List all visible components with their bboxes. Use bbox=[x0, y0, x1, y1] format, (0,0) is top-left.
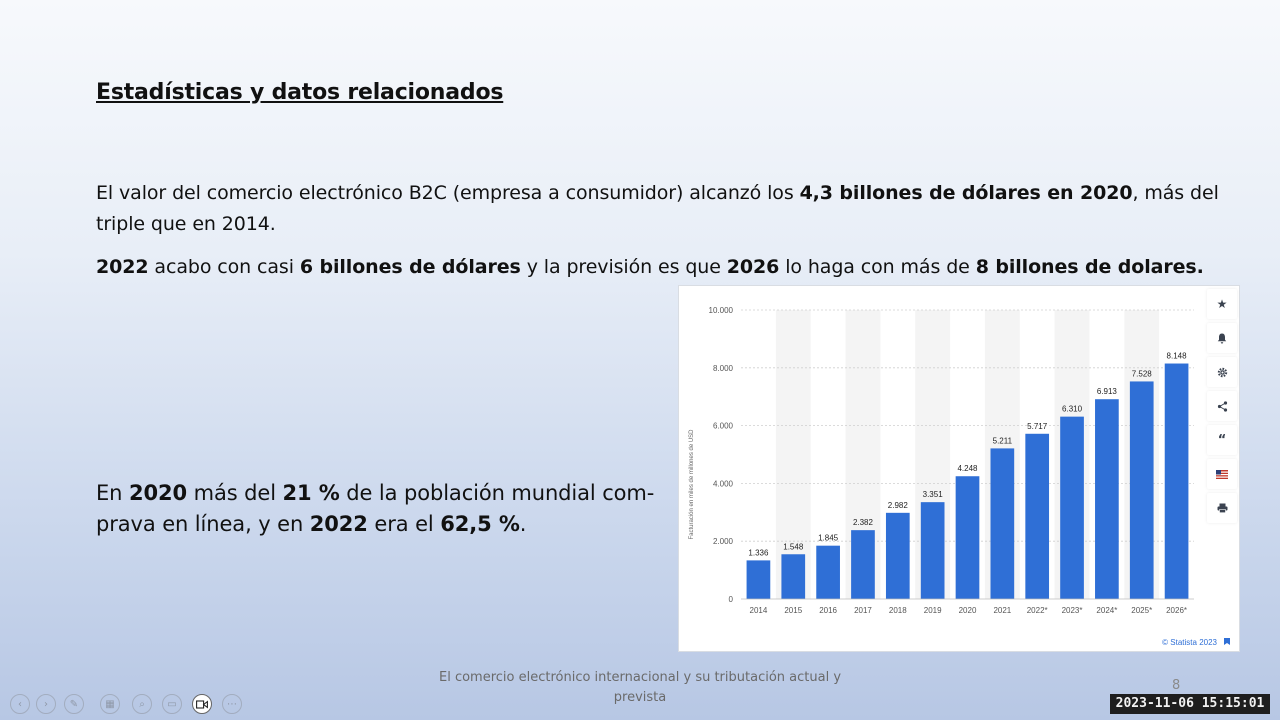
flag-icon[interactable] bbox=[1207, 459, 1237, 489]
text-run: El valor del comercio electrónico B2C (e… bbox=[96, 182, 800, 204]
text-run: de la población mundial com-prava en lín… bbox=[96, 481, 655, 536]
x-tick-label: 2014 bbox=[750, 606, 768, 615]
data-label: 4.248 bbox=[957, 464, 978, 473]
slides-grid-icon[interactable]: ▦ bbox=[100, 694, 120, 714]
zoom-icon[interactable]: ⌕ bbox=[132, 694, 152, 714]
subtitles-icon[interactable]: ▭ bbox=[162, 694, 182, 714]
bar bbox=[885, 512, 910, 599]
pen-tool-icon[interactable]: ✎ bbox=[64, 694, 84, 714]
text-run-bold: 2022 bbox=[96, 256, 149, 278]
text-run: era el bbox=[367, 512, 441, 536]
page-number: 8 bbox=[1172, 678, 1181, 693]
bar bbox=[781, 554, 806, 599]
text-run: , más del triple que en 2014. bbox=[96, 182, 1219, 235]
y-tick-label: 10.000 bbox=[709, 306, 734, 315]
data-label: 1.548 bbox=[783, 542, 804, 551]
x-tick-label: 2017 bbox=[854, 606, 872, 615]
bar bbox=[851, 530, 875, 599]
bar bbox=[955, 476, 980, 599]
text-run: más del bbox=[187, 481, 283, 505]
bell-icon[interactable] bbox=[1207, 323, 1237, 353]
bar bbox=[1060, 416, 1084, 599]
paragraph-population: En 2020 más del 21 % de la población mun… bbox=[96, 478, 666, 540]
gear-icon[interactable] bbox=[1207, 357, 1237, 387]
bar bbox=[1025, 433, 1050, 599]
bar-chart: 0 2.000 4.000 6.000 8.000 10.000 Facturación e… bbox=[689, 306, 1230, 647]
slide-footer: El comercio electrónico internacional y … bbox=[438, 670, 842, 705]
data-label: 6.310 bbox=[1062, 405, 1083, 414]
y-tick-label: 2.000 bbox=[713, 537, 734, 546]
y-tick-label: 4.000 bbox=[713, 479, 734, 488]
x-tick-label: 2021 bbox=[993, 606, 1011, 615]
x-tick-label: 2018 bbox=[889, 606, 907, 615]
data-label: 5.717 bbox=[1027, 422, 1048, 431]
slide-title: Estadísticas y datos relacionados bbox=[96, 80, 504, 105]
x-tick-label: 2022* bbox=[1027, 606, 1048, 615]
source-credit: © Statista 2023 bbox=[1162, 638, 1217, 647]
previous-slide-control-icon[interactable]: ‹ bbox=[10, 694, 30, 714]
bar bbox=[746, 560, 771, 599]
text-run-bold: 62,5 % bbox=[440, 512, 520, 536]
text-run: lo haga con más de bbox=[779, 256, 976, 278]
data-label: 1.845 bbox=[818, 534, 839, 543]
x-tick-label: 2023* bbox=[1062, 606, 1083, 615]
y-tick-label: 0 bbox=[729, 595, 734, 604]
data-label: 3.351 bbox=[923, 490, 944, 499]
y-tick-label: 8.000 bbox=[713, 364, 734, 373]
quote-icon[interactable]: “ bbox=[1207, 425, 1237, 455]
text-run-bold: 8 billones de dolares. bbox=[975, 256, 1204, 278]
bar bbox=[1129, 381, 1154, 599]
data-label: 1.336 bbox=[748, 548, 769, 557]
x-tick-label: 2019 bbox=[924, 606, 942, 615]
x-tick-label: 2016 bbox=[819, 606, 837, 615]
source-flag-icon bbox=[1224, 638, 1230, 645]
next-slide-control-icon[interactable]: › bbox=[36, 694, 56, 714]
text-run: En bbox=[96, 481, 129, 505]
text-run: . bbox=[519, 512, 527, 536]
bar bbox=[1164, 363, 1189, 599]
x-tick-label: 2025* bbox=[1131, 606, 1152, 615]
bar bbox=[990, 448, 1015, 599]
star-icon[interactable]: ★ bbox=[1207, 289, 1237, 319]
data-label: 2.382 bbox=[853, 518, 874, 527]
text-run-bold: 6 billones de dólares bbox=[299, 256, 521, 278]
text-run-bold: 2020 bbox=[128, 481, 188, 505]
text-run-bold: 21 % bbox=[282, 481, 340, 505]
text-run: y la previsión es que bbox=[520, 256, 727, 278]
data-label: 8.148 bbox=[1167, 352, 1188, 361]
paragraph-forecast: 2022 acabo con casi 6 billones de dólare… bbox=[96, 252, 1226, 283]
column-shade bbox=[775, 310, 811, 599]
y-axis-label: Facturación en miles de millones de USD bbox=[689, 429, 695, 540]
bar bbox=[1095, 399, 1119, 599]
camera-icon[interactable] bbox=[192, 694, 212, 714]
statista-chart-card: 0 2.000 4.000 6.000 8.000 10.000 Facturación e… bbox=[678, 285, 1240, 652]
more-options-icon[interactable]: ⋯ bbox=[222, 694, 242, 714]
text-run-bold: 4,3 billones de dólares en 2020 bbox=[799, 182, 1133, 204]
paragraph-b2c-value: El valor del comercio electrónico B2C (e… bbox=[96, 178, 1226, 240]
text-run-bold: 2026 bbox=[726, 256, 780, 278]
y-tick-label: 6.000 bbox=[713, 422, 734, 431]
bar bbox=[816, 545, 840, 599]
data-label: 7.528 bbox=[1132, 369, 1153, 378]
data-label: 6.913 bbox=[1097, 387, 1118, 396]
text-run-bold: 2022 bbox=[309, 512, 368, 536]
x-tick-label: 2024* bbox=[1096, 606, 1117, 615]
x-tick-label: 2015 bbox=[784, 606, 802, 615]
text-run: acabo con casi bbox=[148, 256, 300, 278]
x-tick-label: 2026* bbox=[1166, 606, 1187, 615]
data-label: 2.982 bbox=[888, 501, 909, 510]
share-icon[interactable] bbox=[1207, 391, 1237, 421]
timestamp-overlay: 2023-11-06 15:15:01 bbox=[1110, 694, 1270, 714]
print-icon[interactable] bbox=[1207, 493, 1237, 523]
data-label: 5.211 bbox=[993, 436, 1013, 445]
x-tick-label: 2020 bbox=[959, 606, 977, 615]
bar bbox=[920, 502, 945, 599]
